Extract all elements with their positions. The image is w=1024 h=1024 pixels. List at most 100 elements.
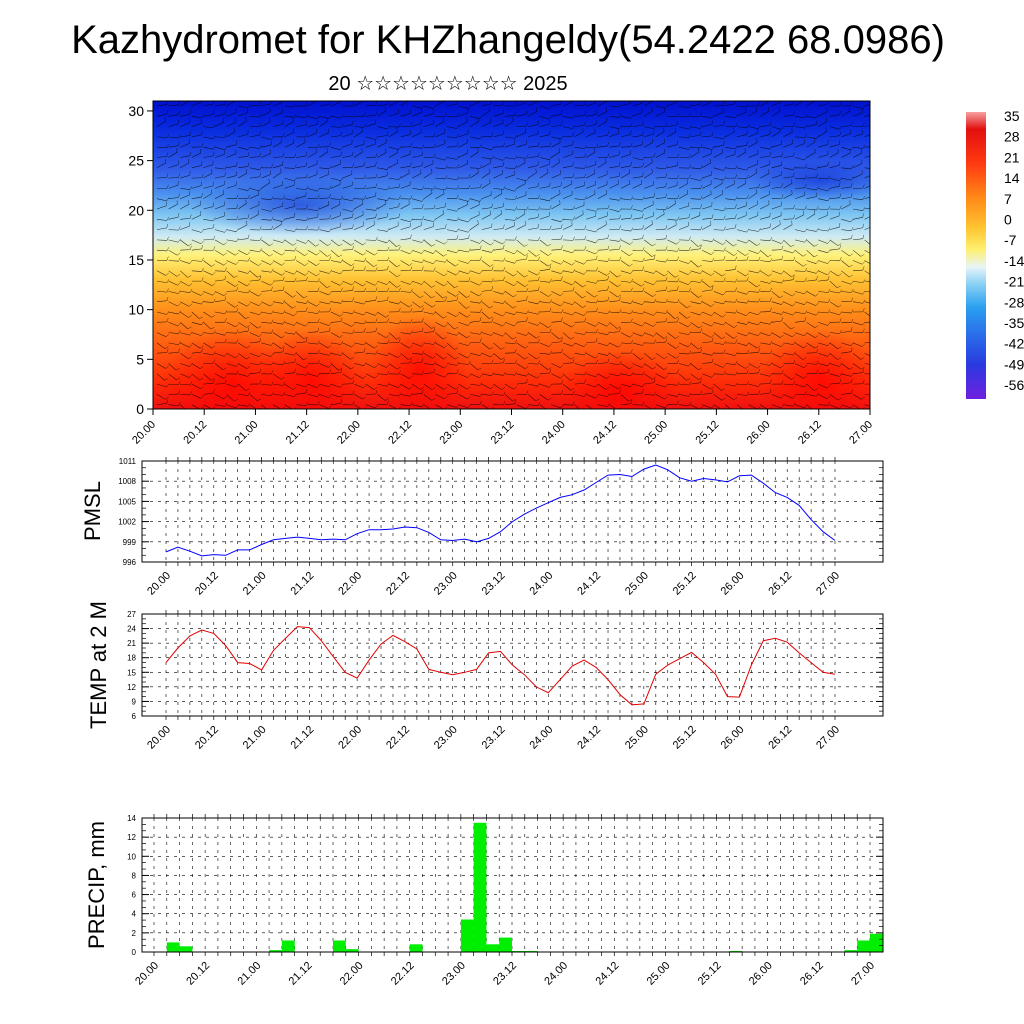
- colorbar-label: -7: [1004, 232, 1017, 248]
- colorbar-label: 0: [1004, 212, 1012, 228]
- precip-bar: [486, 944, 500, 952]
- colorbar-label: -42: [1004, 336, 1024, 352]
- colorbar-label: 35: [1004, 108, 1020, 124]
- section-y-tick-label: 20: [128, 202, 144, 218]
- pmsl-x-tick-label: 26.00: [719, 570, 747, 598]
- temp-x-tick-label: 26.00: [719, 724, 747, 752]
- precip-bar: [409, 944, 423, 952]
- temp-x-tick-label: 24.00: [527, 724, 555, 752]
- colorbar-label: 14: [1004, 170, 1020, 186]
- precip-bar: [345, 949, 359, 952]
- precip-x-tick-label: 24.12: [593, 960, 621, 988]
- pmsl-x-tick-label: 22.00: [336, 570, 364, 598]
- precip-bar: [333, 940, 346, 952]
- pmsl-series-line: [165, 464, 836, 557]
- temp-y-tick-label: 21: [127, 639, 136, 648]
- precip-x-tick-label: 21.12: [287, 960, 315, 988]
- temp-x-tick-label: 21.12: [289, 724, 317, 752]
- section-x-tick-label: 21.00: [233, 419, 261, 447]
- pmsl-y-tick-label: 1011: [119, 457, 137, 466]
- chart-title: Kazhydromet for KHZhangeldy(54.2422 68.0…: [71, 18, 945, 62]
- pmsl-y-tick-label: 1008: [118, 477, 136, 486]
- pmsl-x-tick-label: 25.12: [671, 570, 699, 598]
- pmsl-x-tick-label: 27.00: [814, 570, 842, 598]
- temp-x-tick-label: 20.12: [193, 724, 221, 752]
- pmsl-panel: 996 999 1002 1005 1008 1011 20.00 20.12 21.00 21.…: [80, 457, 884, 598]
- temp-y-tick-label: 24: [127, 625, 136, 634]
- temp-x-tick-label: 23.00: [432, 724, 460, 752]
- section-y-tick-label: 15: [128, 252, 144, 268]
- colorbar-label: 21: [1004, 149, 1020, 165]
- colorbar-label: -35: [1004, 315, 1024, 331]
- precip-bar: [473, 822, 487, 952]
- precip-y-tick-label: 4: [132, 910, 137, 919]
- temp-x-tick-label: 27.00: [814, 724, 842, 752]
- temp-panel: 6 9 12 15 18 21 24 27 20.00 20.12 21.00 21.12 22.00 2…: [86, 601, 884, 752]
- section-x-tick-label: 24.12: [591, 419, 619, 447]
- section-x-tick-label: 23.12: [489, 419, 517, 447]
- precip-bar: [844, 950, 858, 952]
- section-x-tick-label: 21.12: [284, 419, 312, 447]
- pmsl-x-tick-label: 20.12: [193, 570, 221, 598]
- precip-panel: 0 2 4 6 8 10 12 14 20.00 20.12 21.00 21.12 22.00 22.1…: [84, 814, 884, 988]
- precip-x-tick-label: 21.00: [235, 960, 263, 988]
- precip-bar: [460, 919, 474, 952]
- section-x-tick-label: 27.00: [847, 419, 875, 447]
- temp-ylabel: TEMP at 2 M: [86, 601, 111, 729]
- colorbar: 35 28 21 14 7 0 -7 -14 -21 -28 -35 -42 -49 -56: [966, 108, 1024, 399]
- precip-x-tick-label: 20.12: [184, 960, 212, 988]
- pmsl-x-tick-label: 25.00: [623, 570, 651, 598]
- section-panel: 0 5 10 15 20 25 30 20.00 20.12 21.00 21.12 22.00 22…: [128, 100, 875, 447]
- precip-x-tick-label: 23.12: [491, 960, 519, 988]
- section-y-tick-label: 5: [136, 351, 144, 367]
- section-x-tick-label: 20.00: [130, 419, 158, 447]
- precip-bar: [857, 940, 870, 952]
- precip-bar: [499, 937, 512, 952]
- colorbar-label: -28: [1004, 294, 1024, 310]
- colorbar-label: -14: [1004, 253, 1024, 269]
- temp-x-tick-label: 24.12: [575, 724, 603, 752]
- temp-series-line: [165, 626, 836, 706]
- section-y-tick-label: 25: [128, 153, 144, 169]
- temp-y-tick-label: 18: [127, 654, 136, 663]
- temp-x-tick-label: 22.12: [384, 724, 412, 752]
- colorbar-gradient: [966, 112, 986, 399]
- precip-bar: [281, 940, 295, 952]
- temp-x-tick-label: 23.12: [480, 724, 508, 752]
- section-x-tick-label: 25.12: [694, 419, 722, 447]
- precip-x-tick-label: 22.12: [389, 960, 417, 988]
- section-y-tick-label: 0: [136, 401, 144, 417]
- precip-x-tick-label: 22.00: [338, 960, 366, 988]
- precip-y-tick-label: 12: [127, 833, 136, 842]
- section-x-tick-label: 26.12: [796, 419, 824, 447]
- colorbar-label: 7: [1004, 191, 1012, 207]
- section-y-tick-label: 10: [128, 302, 144, 318]
- precip-y-tick-label: 0: [132, 948, 137, 957]
- section-x-tick-label: 22.00: [335, 419, 363, 447]
- temp-x-tick-label: 22.00: [336, 724, 364, 752]
- precip-x-tick-label: 24.00: [542, 960, 570, 988]
- pmsl-x-tick-label: 21.12: [289, 570, 317, 598]
- temp-y-tick-label: 6: [132, 712, 137, 721]
- temp-x-tick-label: 20.00: [145, 724, 173, 752]
- precip-x-tick-label: 23.00: [440, 960, 468, 988]
- precip-y-tick-label: 6: [132, 891, 137, 900]
- colorbar-label: 28: [1004, 129, 1020, 145]
- section-x-tick-label: 22.12: [386, 419, 414, 447]
- pmsl-x-tick-label: 26.12: [766, 570, 794, 598]
- pmsl-x-tick-label: 22.12: [384, 570, 412, 598]
- temp-x-tick-label: 25.00: [623, 724, 651, 752]
- pmsl-y-tick-label: 999: [123, 538, 137, 547]
- pmsl-x-tick-label: 20.00: [145, 570, 173, 598]
- colorbar-label: -56: [1004, 377, 1024, 393]
- section-x-tick-label: 24.00: [540, 419, 568, 447]
- pmsl-y-tick-label: 1005: [118, 497, 136, 506]
- precip-x-tick-label: 25.00: [645, 960, 673, 988]
- pmsl-x-tick-label: 23.00: [432, 570, 460, 598]
- precip-x-tick-label: 27.00: [849, 960, 877, 988]
- section-x-tick-label: 23.00: [437, 419, 465, 447]
- precip-x-tick-label: 26.00: [747, 960, 775, 988]
- precip-y-tick-label: 8: [132, 871, 137, 880]
- precip-x-tick-label: 20.00: [133, 960, 161, 988]
